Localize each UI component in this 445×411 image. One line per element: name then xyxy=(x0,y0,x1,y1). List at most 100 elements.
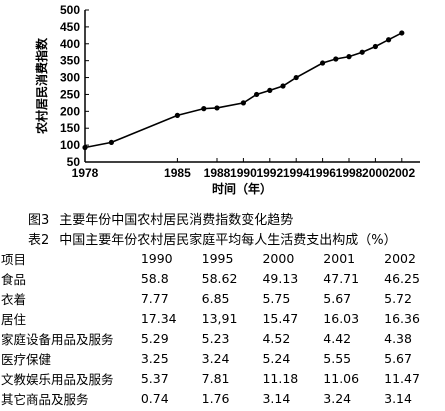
table-row: 医疗保健 3.25 3.24 5.24 5.55 5.67 xyxy=(0,348,445,368)
y-tick-label: 400 xyxy=(60,37,80,51)
y-tick-label: 250 xyxy=(60,87,80,101)
data-point xyxy=(293,74,299,81)
data-point xyxy=(82,144,88,151)
data-point xyxy=(214,105,220,111)
table-cell: 3.14 xyxy=(384,390,412,406)
y-axis-ticks: 50 100 150 200 250 300 350 400 450 500 xyxy=(60,3,89,169)
table-cell: 11.18 xyxy=(262,370,299,386)
table-title: 中国主要年份农村居民家庭平均每人生活费支出构成（%） xyxy=(59,233,397,248)
table-caption: 表2 中国主要年份农村居民家庭平均每人生活费支出构成（%） xyxy=(28,229,407,248)
table-row: 其它商品及服务 0.74 1.76 3.14 3.24 3.14 xyxy=(0,388,445,408)
table-cell: 6.85 xyxy=(201,290,230,306)
x-tick-label: 1985 xyxy=(164,166,191,180)
table-cell: 2000 xyxy=(262,250,295,266)
table-cell: 16.03 xyxy=(323,310,360,326)
table-row: 家庭设备用品及服务 5.29 5.23 4.52 4.42 4.38 xyxy=(0,328,445,348)
x-tick-label: 1996 xyxy=(309,166,336,180)
x-tick-label: 1978 xyxy=(72,166,99,180)
figure-number: 图3 xyxy=(28,213,50,228)
y-tick-label: 450 xyxy=(60,20,80,34)
data-point xyxy=(333,56,339,62)
table-row-label: 家庭设备用品及服务 xyxy=(1,331,114,347)
data-point xyxy=(240,100,246,106)
table-cell: 7.81 xyxy=(201,370,230,386)
table-row: 居住 17.34 13,91 15.47 16.03 16.36 xyxy=(0,308,445,328)
data-point xyxy=(386,37,392,43)
data-point xyxy=(359,49,365,55)
data-point xyxy=(346,54,352,60)
consumption-index-chart: 50 100 150 200 250 300 350 400 450 500 1978 1985 19… xyxy=(34,3,420,196)
table-cell: 3.24 xyxy=(201,350,230,366)
data-point xyxy=(108,139,114,146)
table-cell: 11.06 xyxy=(323,370,360,386)
table-cell: 4.38 xyxy=(384,330,412,346)
table-row-label: 医疗保健 xyxy=(1,351,52,367)
table-cell: 2001 xyxy=(323,250,356,266)
table-cell: 3.24 xyxy=(323,390,352,406)
table-cell: 5.55 xyxy=(323,350,352,366)
table-cell: 3.14 xyxy=(262,390,291,406)
table-row-label: 食品 xyxy=(1,271,27,287)
table-cell: 4.42 xyxy=(323,330,352,346)
table-cell: 5.75 xyxy=(262,290,291,306)
table-cell: 5.72 xyxy=(384,290,412,306)
data-point xyxy=(201,106,207,112)
x-tick-label: 1988 xyxy=(204,166,231,180)
data-point xyxy=(320,60,326,66)
table-cell: 1990 xyxy=(140,250,173,266)
y-axis-label: 农村居民消费指数 xyxy=(34,37,49,135)
table-cell: 5.67 xyxy=(323,290,352,306)
table-row: 文教娱乐用品及服务 5.37 7.81 11.18 11.06 11.47 xyxy=(0,368,445,388)
table-cell: 49.13 xyxy=(262,270,299,286)
x-tick-label: 1992 xyxy=(256,166,283,180)
table-row-label: 衣着 xyxy=(1,291,27,307)
expenditure-table: 项目 1990 1995 2000 2001 2002 食品 58.8 58.62 49.13 47… xyxy=(0,248,445,408)
table-cell: 47.71 xyxy=(323,270,360,286)
data-points xyxy=(82,30,405,151)
table-cell: 46.25 xyxy=(384,270,420,286)
table-cell: 16.36 xyxy=(384,310,420,326)
y-tick-label: 50 xyxy=(67,155,81,169)
table-cell: 3.25 xyxy=(140,350,169,366)
table-row: 食品 58.8 58.62 49.13 47.71 46.25 xyxy=(0,268,445,288)
table-header-row: 项目 1990 1995 2000 2001 2002 xyxy=(0,248,445,268)
y-tick-label: 500 xyxy=(60,3,80,17)
consumption-index-line xyxy=(84,32,403,149)
table-row: 衣着 7.77 6.85 5.75 5.67 5.72 xyxy=(0,288,445,308)
figure-caption: 图3 主要年份中国农村居民消费指数变化趋势 xyxy=(28,209,303,228)
table-cell: 7.77 xyxy=(140,290,169,306)
data-point xyxy=(174,112,180,118)
data-point xyxy=(254,91,260,98)
table-cell: 1.76 xyxy=(201,390,230,406)
table-cell: 58.62 xyxy=(201,270,238,286)
table-cell: 13,91 xyxy=(201,310,238,326)
table-cell: 15.47 xyxy=(262,310,299,326)
y-tick-label: 100 xyxy=(60,138,80,152)
data-point xyxy=(280,83,286,89)
table-cell: 17.34 xyxy=(140,310,177,326)
table-cell: 5.37 xyxy=(140,370,169,386)
table-cell: 2002 xyxy=(384,250,416,266)
y-tick-label: 150 xyxy=(60,121,80,135)
figure-title: 主要年份中国农村居民消费指数变化趋势 xyxy=(59,213,294,228)
table-row-label: 其它商品及服务 xyxy=(1,391,89,407)
x-tick-label: 1994 xyxy=(283,166,310,180)
table-number: 表2 xyxy=(28,233,50,248)
table-cell: 11.47 xyxy=(384,370,420,386)
table-row-label: 项目 xyxy=(1,251,27,267)
table-cell: 5.24 xyxy=(262,350,291,366)
data-point xyxy=(372,43,378,50)
data-point xyxy=(399,30,405,36)
x-axis-ticks: 1978 1985 1988 1990 1992 1994 1996 1998 2000 2002 xyxy=(72,158,415,180)
y-tick-label: 200 xyxy=(60,104,80,118)
y-tick-label: 350 xyxy=(60,54,80,68)
table-row-label: 居住 xyxy=(1,311,27,327)
table-cell: 58.8 xyxy=(140,270,169,286)
table-cell: 5.29 xyxy=(140,330,169,346)
table-cell: 5.23 xyxy=(201,330,230,346)
data-point xyxy=(267,87,273,93)
table-cell: 0.74 xyxy=(140,390,169,406)
x-tick-label: 1998 xyxy=(336,166,363,180)
x-tick-label: 1990 xyxy=(230,166,257,180)
y-tick-label: 300 xyxy=(60,71,80,85)
